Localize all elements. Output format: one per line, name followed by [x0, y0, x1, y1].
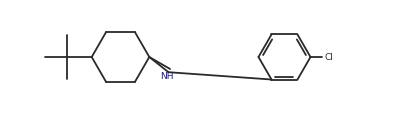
Text: Cl: Cl	[324, 53, 333, 62]
Text: NH: NH	[160, 71, 173, 80]
